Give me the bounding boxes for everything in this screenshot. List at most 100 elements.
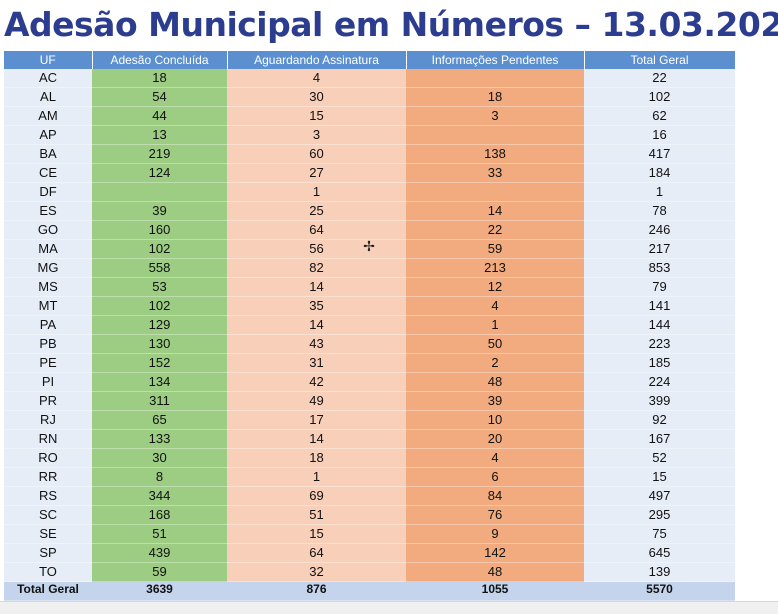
cell-aguardando-assinatura: 60 bbox=[227, 144, 406, 164]
table-row: PA 129 14 1 144 bbox=[4, 315, 735, 335]
cell-informacoes-pendentes: 84 bbox=[406, 486, 584, 506]
cell-aguardando-assinatura: 69 bbox=[227, 486, 406, 506]
cell-aguardando-assinatura: 25 bbox=[227, 201, 406, 221]
cell-total-geral: 217 bbox=[584, 239, 735, 259]
total-cell-uf: Total Geral bbox=[4, 581, 92, 601]
cell-uf: AM bbox=[4, 106, 92, 126]
cell-uf: PE bbox=[4, 353, 92, 373]
cell-aguardando-assinatura: 30 bbox=[227, 87, 406, 107]
table-row: RR 8 1 6 15 bbox=[4, 467, 735, 487]
cell-informacoes-pendentes: 59 bbox=[406, 239, 584, 259]
cell-adesao-concluida: 8 bbox=[92, 467, 227, 487]
cell-adesao-concluida: 51 bbox=[92, 524, 227, 544]
table-row: AM 44 15 3 62 bbox=[4, 106, 735, 126]
cell-uf: RR bbox=[4, 467, 92, 487]
cell-adesao-concluida: 558 bbox=[92, 258, 227, 278]
cell-uf: AP bbox=[4, 125, 92, 145]
cell-uf: RS bbox=[4, 486, 92, 506]
cell-informacoes-pendentes: 12 bbox=[406, 277, 584, 297]
cell-informacoes-pendentes: 138 bbox=[406, 144, 584, 164]
cell-aguardando-assinatura: 32 bbox=[227, 562, 406, 582]
cell-informacoes-pendentes: 9 bbox=[406, 524, 584, 544]
cell-uf: AC bbox=[4, 69, 92, 88]
table-row: MT 102 35 4 141 bbox=[4, 296, 735, 316]
cell-adesao-concluida: 152 bbox=[92, 353, 227, 373]
total-cell-total-geral: 5570 bbox=[584, 581, 735, 601]
cell-adesao-concluida: 439 bbox=[92, 543, 227, 563]
cell-total-geral: 22 bbox=[584, 69, 735, 88]
cell-adesao-concluida: 59 bbox=[92, 562, 227, 582]
header-adesao-concluida: Adesão Concluída bbox=[92, 51, 228, 69]
table-body: AC 18 4 22 AL 54 30 18 102 AM 44 15 3 62 AP 13 3 16 BA 219 6… bbox=[4, 69, 735, 601]
cell-uf: SP bbox=[4, 543, 92, 563]
cell-uf: MS bbox=[4, 277, 92, 297]
cell-aguardando-assinatura: 1 bbox=[227, 182, 406, 202]
cell-aguardando-assinatura: 18 bbox=[227, 448, 406, 468]
cell-aguardando-assinatura: 49 bbox=[227, 391, 406, 411]
cell-uf: SE bbox=[4, 524, 92, 544]
cell-adesao-concluida: 102 bbox=[92, 239, 227, 259]
table-row: DF 1 1 bbox=[4, 182, 735, 202]
table-row: AL 54 30 18 102 bbox=[4, 87, 735, 107]
cell-total-geral: 645 bbox=[584, 543, 735, 563]
cell-adesao-concluida: 13 bbox=[92, 125, 227, 145]
cell-total-geral: 52 bbox=[584, 448, 735, 468]
adesao-table: UF Adesão Concluída Aguardando Assinatur… bbox=[4, 51, 735, 601]
cell-informacoes-pendentes: 76 bbox=[406, 505, 584, 525]
cell-informacoes-pendentes: 22 bbox=[406, 220, 584, 240]
cell-total-geral: 139 bbox=[584, 562, 735, 582]
cell-total-geral: 853 bbox=[584, 258, 735, 278]
cell-adesao-concluida: 53 bbox=[92, 277, 227, 297]
cell-total-geral: 185 bbox=[584, 353, 735, 373]
cell-total-geral: 223 bbox=[584, 334, 735, 354]
cell-adesao-concluida: 54 bbox=[92, 87, 227, 107]
cell-aguardando-assinatura: 31 bbox=[227, 353, 406, 373]
table-row: PE 152 31 2 185 bbox=[4, 353, 735, 373]
cell-adesao-concluida: 129 bbox=[92, 315, 227, 335]
cell-informacoes-pendentes: 39 bbox=[406, 391, 584, 411]
cell-total-geral: 246 bbox=[584, 220, 735, 240]
cell-aguardando-assinatura: 15 bbox=[227, 106, 406, 126]
cell-total-geral: 62 bbox=[584, 106, 735, 126]
cell-informacoes-pendentes: 48 bbox=[406, 562, 584, 582]
cell-aguardando-assinatura: 51 bbox=[227, 505, 406, 525]
cell-uf: TO bbox=[4, 562, 92, 582]
cell-adesao-concluida: 311 bbox=[92, 391, 227, 411]
cell-aguardando-assinatura: 27 bbox=[227, 163, 406, 183]
cell-aguardando-assinatura: 82 bbox=[227, 258, 406, 278]
bottom-scroll-bar[interactable] bbox=[0, 601, 778, 614]
cell-informacoes-pendentes bbox=[406, 125, 584, 145]
cell-adesao-concluida: 65 bbox=[92, 410, 227, 430]
cell-uf: PB bbox=[4, 334, 92, 354]
table-row: TO 59 32 48 139 bbox=[4, 562, 735, 582]
table-row: RN 133 14 20 167 bbox=[4, 429, 735, 449]
cell-aguardando-assinatura: 35 bbox=[227, 296, 406, 316]
cell-adesao-concluida: 30 bbox=[92, 448, 227, 468]
header-aguardando-assinatura: Aguardando Assinatura bbox=[227, 51, 407, 69]
cell-uf: RN bbox=[4, 429, 92, 449]
cell-uf: SC bbox=[4, 505, 92, 525]
cell-aguardando-assinatura: 43 bbox=[227, 334, 406, 354]
table-row: BA 219 60 138 417 bbox=[4, 144, 735, 164]
cell-informacoes-pendentes: 3 bbox=[406, 106, 584, 126]
move-cursor-icon: ✢ bbox=[363, 239, 375, 255]
total-row: Total Geral 3639 876 1055 5570 bbox=[4, 581, 735, 601]
total-cell-informacoes-pendentes: 1055 bbox=[406, 581, 584, 601]
header-informacoes-pendentes: Informações Pendentes bbox=[406, 51, 585, 69]
cell-aguardando-assinatura: 42 bbox=[227, 372, 406, 392]
cell-uf: MT bbox=[4, 296, 92, 316]
cell-aguardando-assinatura: 1 bbox=[227, 467, 406, 487]
cell-total-geral: 184 bbox=[584, 163, 735, 183]
cell-total-geral: 75 bbox=[584, 524, 735, 544]
cell-aguardando-assinatura: 3 bbox=[227, 125, 406, 145]
cell-uf: PR bbox=[4, 391, 92, 411]
cell-total-geral: 399 bbox=[584, 391, 735, 411]
cell-uf: AL bbox=[4, 87, 92, 107]
cell-adesao-concluida: 44 bbox=[92, 106, 227, 126]
cell-total-geral: 224 bbox=[584, 372, 735, 392]
table-row: PR 311 49 39 399 bbox=[4, 391, 735, 411]
cell-adesao-concluida: 102 bbox=[92, 296, 227, 316]
cell-total-geral: 92 bbox=[584, 410, 735, 430]
cell-informacoes-pendentes: 6 bbox=[406, 467, 584, 487]
cell-informacoes-pendentes: 1 bbox=[406, 315, 584, 335]
